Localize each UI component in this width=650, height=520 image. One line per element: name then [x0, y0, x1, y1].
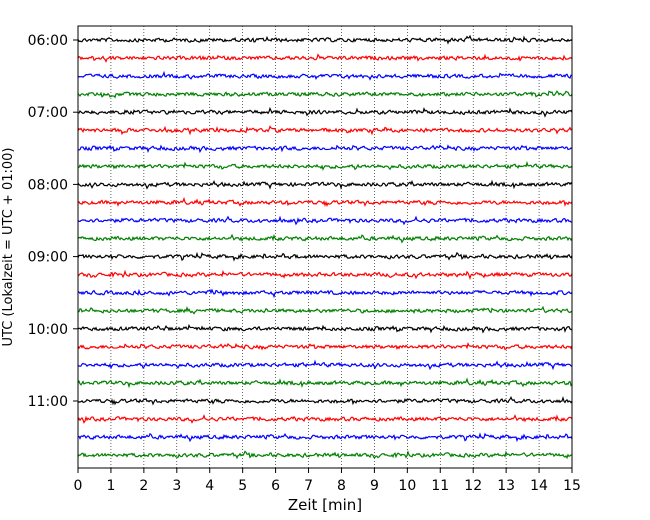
trace-line [77, 377, 573, 389]
trace-line [77, 233, 573, 244]
trace-line [77, 288, 573, 299]
y-axis-ticks: 06:00 07:00 08:00 09:00 10:00 11:00 [28, 33, 78, 410]
trace-line [77, 432, 573, 443]
y-tick-label: 10:00 [28, 322, 68, 338]
x-tick-label: 8 [337, 478, 346, 494]
x-tick-label: 9 [370, 478, 379, 494]
trace-line [77, 450, 573, 460]
x-tick-label: 4 [205, 478, 214, 494]
x-tick-label: 7 [304, 478, 313, 494]
trace-line [77, 414, 573, 424]
trace-line [77, 70, 573, 81]
plot-frame [77, 25, 573, 469]
trace-line [77, 323, 573, 334]
trace-line [77, 179, 573, 190]
x-tick-label: 0 [74, 478, 83, 494]
trace-line [77, 125, 573, 136]
trace-line [77, 90, 573, 99]
trace-line [77, 305, 573, 315]
trace-line [77, 144, 573, 154]
x-tick-label: 5 [238, 478, 247, 494]
y-tick-label: 08:00 [28, 177, 68, 193]
y-axis-label: UTC (Lokalzeit = UTC + 01:00) [1, 148, 16, 347]
y-tick-label: 07:00 [28, 105, 68, 121]
trace-line [77, 251, 573, 262]
trace-line [77, 215, 573, 226]
x-tick-label: 6 [271, 478, 280, 494]
x-tick-label: 10 [398, 478, 416, 494]
trace-lines [77, 34, 573, 460]
x-tick-label: 15 [563, 478, 581, 494]
trace-line [77, 359, 573, 371]
x-tick-label: 2 [139, 478, 148, 494]
x-tick-label: 3 [172, 478, 181, 494]
trace-line [77, 395, 573, 406]
trace-line [77, 53, 573, 64]
trace-line [77, 342, 573, 351]
x-tick-label: 1 [106, 478, 115, 494]
trace-line [77, 160, 573, 171]
x-tick-label: 11 [431, 478, 449, 494]
trace-line [77, 34, 573, 45]
x-tick-label: 13 [497, 478, 515, 494]
y-tick-label: 06:00 [28, 33, 68, 49]
trace-line [77, 196, 573, 208]
y-tick-label: 09:00 [28, 250, 68, 266]
x-tick-label: 14 [530, 478, 548, 494]
y-tick-label: 11:00 [28, 394, 68, 410]
x-axis-ticks: 0 1 2 3 4 5 6 7 8 9 10 11 12 13 14 15 [74, 468, 581, 494]
trace-line [77, 106, 573, 118]
x-axis-label: Zeit [min] [288, 496, 362, 514]
trace-line [77, 269, 573, 281]
x-tick-label: 12 [464, 478, 482, 494]
